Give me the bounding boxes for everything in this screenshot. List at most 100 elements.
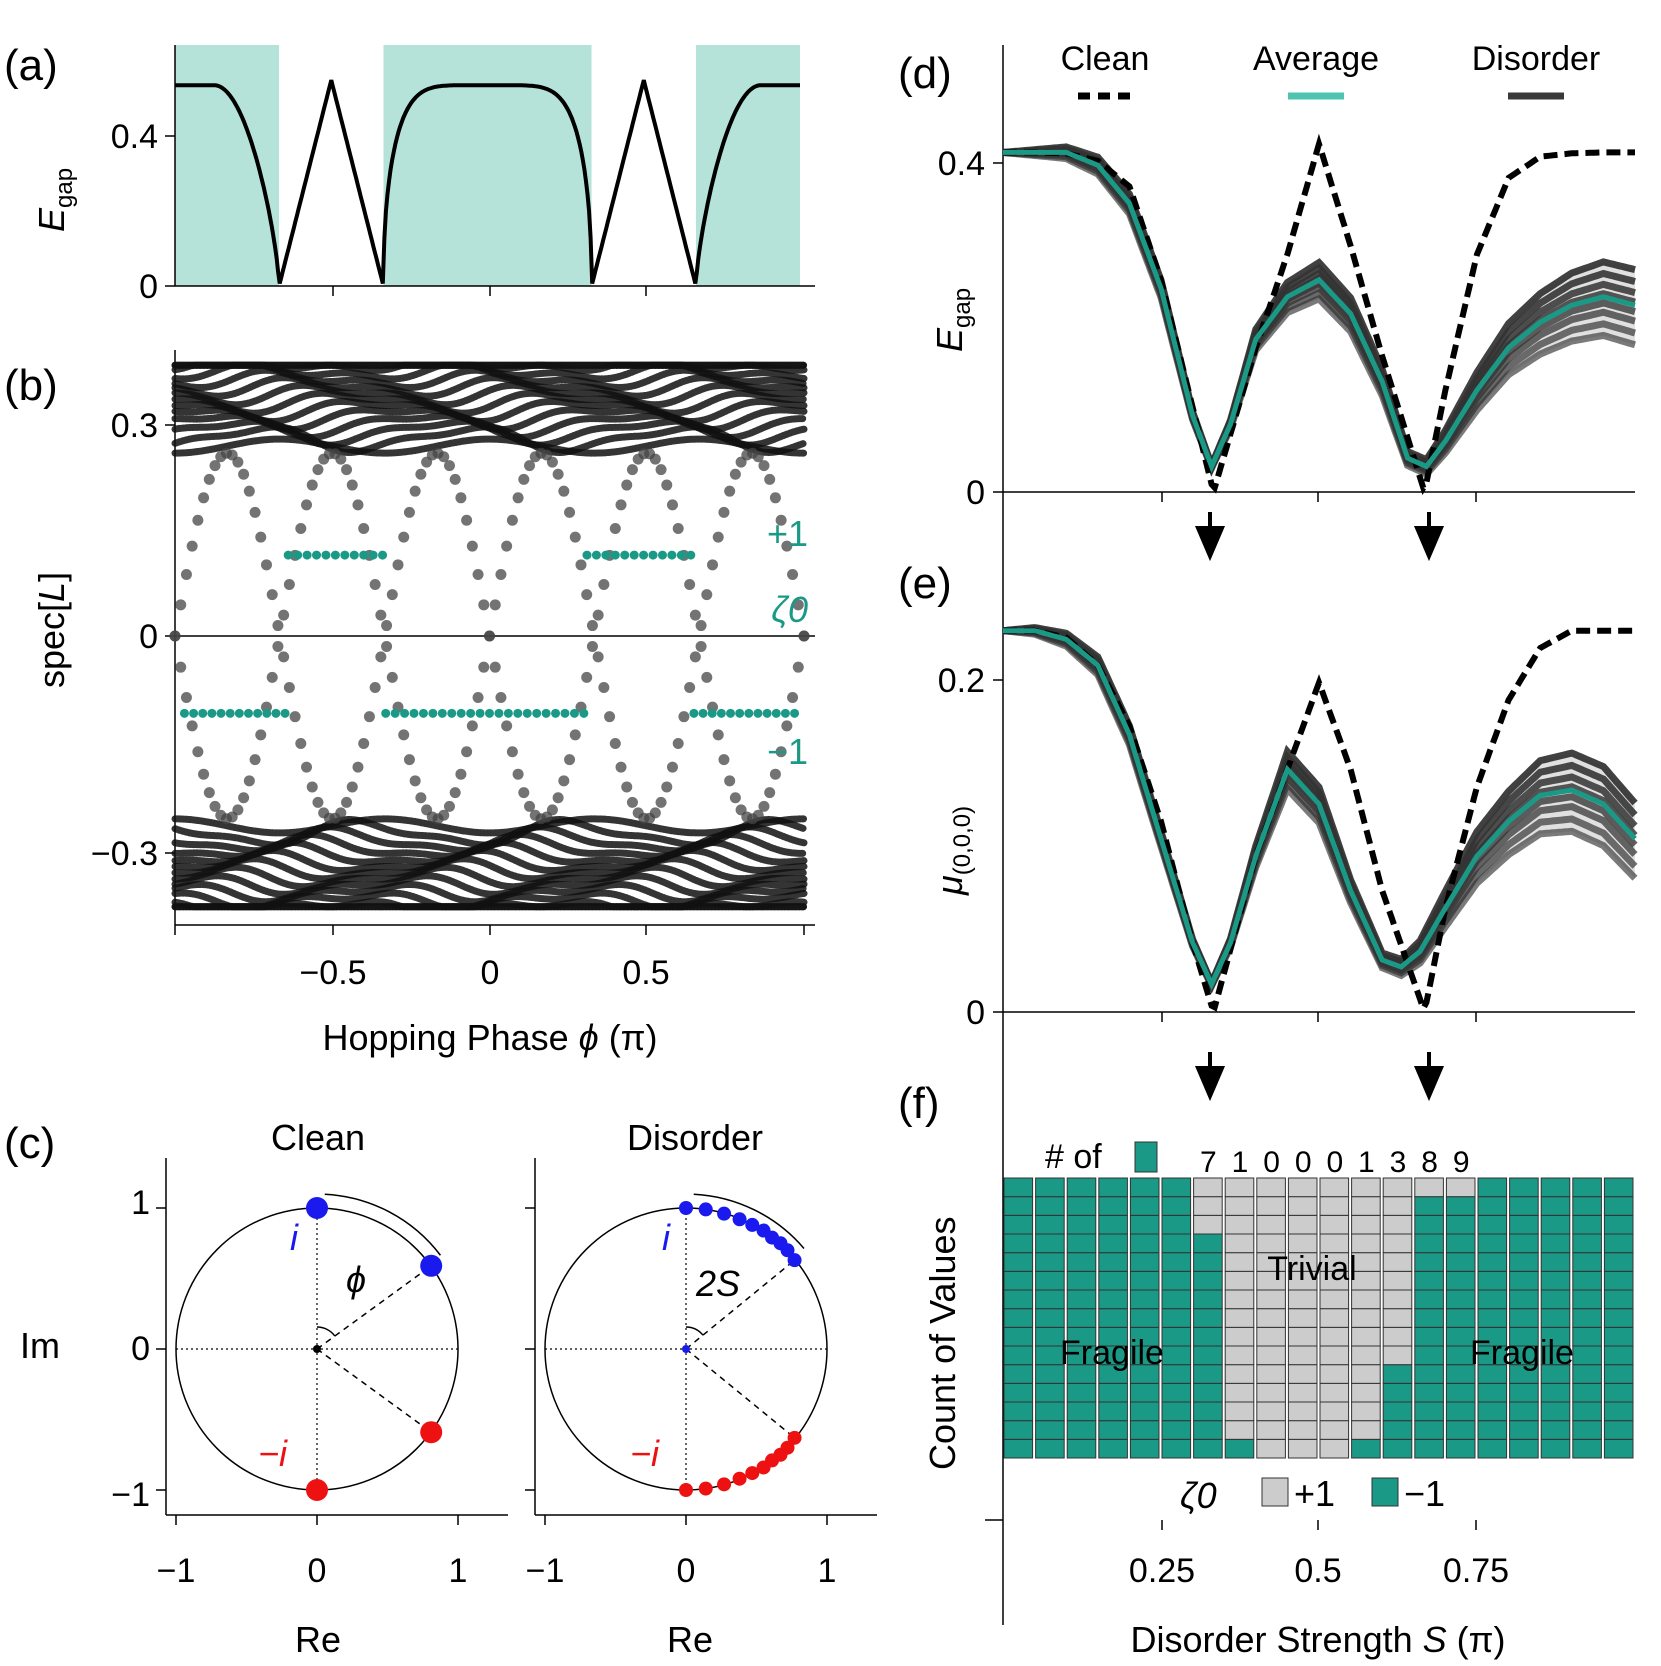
panel-f-cell — [1066, 1438, 1097, 1459]
panel-b-zeta-minus-point — [189, 708, 199, 718]
panel-b-edge-point — [369, 682, 381, 694]
panel-f-cell — [1445, 1177, 1476, 1198]
panel-b-xlabel: Hopping Phase ϕ (π) — [322, 1017, 657, 1058]
panel-f-cell — [1319, 1326, 1350, 1347]
panel-b-edge-point — [363, 711, 375, 723]
panel-b-zeta-minus-point — [447, 708, 457, 718]
panel-f-cell — [1287, 1214, 1318, 1235]
panel-b-edge-point — [506, 746, 518, 758]
panel-b-edge-point — [203, 787, 215, 799]
panel-f-cell — [1445, 1214, 1476, 1235]
panel-e-ytick-0: 0 — [966, 994, 985, 1032]
panel-b-edge-point — [438, 809, 450, 821]
panel-b-bulk-bands — [171, 361, 808, 911]
panel-f-cell — [1287, 1326, 1318, 1347]
panel-b-edge-point — [180, 569, 192, 581]
panel-b-zeta-minus-point — [207, 708, 217, 718]
panel-a: (a) 0.4 0 Egap — [4, 41, 815, 306]
panel-b-edge-point — [558, 485, 570, 497]
panel-b-edge-point — [718, 506, 730, 518]
panel-b-xtick-0: 0 — [481, 954, 500, 992]
panel-f-cell — [1256, 1308, 1286, 1328]
panel-f-cell — [1224, 1289, 1255, 1310]
panel-a-shade-1 — [383, 45, 592, 286]
panel-f-cell — [1035, 1289, 1065, 1310]
panel-f-cell — [1035, 1308, 1065, 1328]
panel-b-zeta-plus-point — [349, 550, 359, 560]
panel-b-edge-point — [558, 775, 570, 787]
panel-f-cell — [1035, 1382, 1065, 1403]
panel-b-edge-point — [255, 531, 267, 543]
panel-b-edge-point — [243, 775, 255, 787]
panel-b-edge-point — [501, 540, 513, 552]
panel-b-edge-point — [792, 661, 804, 673]
panel-f-cell — [1224, 1382, 1255, 1403]
panel-f-cell — [1351, 1177, 1381, 1198]
panel-c-angle-arc — [316, 1326, 336, 1337]
panel-c-origin-dot — [682, 1345, 690, 1353]
panel-f-cell — [1256, 1401, 1286, 1422]
panel-b-edge-point — [649, 453, 661, 465]
panel-f-cell — [1193, 1177, 1223, 1198]
panel-b-edge-point — [341, 796, 353, 808]
panel-b-edge-point — [352, 761, 364, 773]
panel-f-cell — [1224, 1233, 1255, 1254]
panel-f-cell — [1414, 1401, 1444, 1422]
panel-b-edge-point — [621, 479, 633, 491]
panel-b-zeta-minus-point — [753, 708, 763, 718]
panel-f-cell — [1382, 1326, 1413, 1347]
panel-b-edge-point — [609, 523, 621, 535]
panel-c-clean-xlabel: Re — [295, 1619, 341, 1660]
panel-b-xtick-05: 0.5 — [622, 954, 669, 992]
panel-a-shading — [175, 45, 800, 286]
panel-b-edge-point — [758, 460, 770, 472]
panel-f-cell — [1414, 1196, 1444, 1216]
panel-b-zeta-minus-point — [428, 708, 438, 718]
panel-b-edge-point — [472, 691, 484, 703]
panel-b-edge-point — [186, 540, 198, 552]
panel-f-cell — [1256, 1289, 1286, 1310]
panel-b-band-5-lower — [171, 846, 808, 875]
panel-f-cell — [1066, 1289, 1097, 1310]
panel-b-edge-point — [586, 620, 598, 632]
panel-d-legend-disorder: Disorder — [1472, 40, 1600, 78]
panel-f-cell — [1382, 1252, 1413, 1272]
panel-b-edge-point — [375, 609, 387, 621]
panel-f-cell — [1287, 1420, 1318, 1440]
panel-b-edge-point — [301, 761, 313, 773]
panel-f-cell — [1382, 1382, 1413, 1403]
panel-f-cell — [1287, 1438, 1318, 1459]
panel-f-cell — [1477, 1308, 1508, 1328]
panel-f-cell — [1351, 1196, 1381, 1216]
panel-f-cell — [1129, 1233, 1160, 1254]
panel-f-cell — [1509, 1420, 1539, 1440]
panel-b-edge-point — [398, 531, 410, 543]
panel-b-edge-point — [729, 468, 741, 480]
panel-b-edge-point — [335, 807, 347, 819]
panel-b-edge-point — [598, 682, 610, 694]
panel-b-edge-point — [192, 746, 204, 758]
panel-f-cell — [1035, 1177, 1065, 1198]
panel-f-ylabel: Count of Values — [922, 1217, 963, 1471]
panel-f-cell — [1509, 1196, 1539, 1216]
panel-d-clean-curve — [1003, 133, 1635, 496]
panel-b-edge-point — [243, 485, 255, 497]
panel-f-cell — [1540, 1438, 1571, 1459]
panel-f-cell — [1129, 1308, 1160, 1328]
panel-b-edge-point — [775, 514, 787, 526]
panel-b-band-8-upper — [171, 374, 808, 400]
panel-b-edge-point — [592, 609, 604, 621]
panel-b-zeta-markers — [179, 550, 800, 718]
panel-a-shade-0 — [175, 45, 280, 286]
panel-b-edge-point — [198, 492, 210, 504]
panel-f-cell — [1445, 1420, 1476, 1440]
panel-b-zeta-minus-point — [280, 708, 290, 718]
panel-b-edge-point — [238, 792, 250, 804]
panel-b-zeta-minus-point — [726, 708, 736, 718]
panel-b-edge-point — [180, 691, 192, 703]
panel-e-arrow-left — [1194, 1052, 1226, 1102]
panel-b-edge-point — [209, 800, 221, 812]
panel-b-edge-point — [689, 651, 701, 663]
